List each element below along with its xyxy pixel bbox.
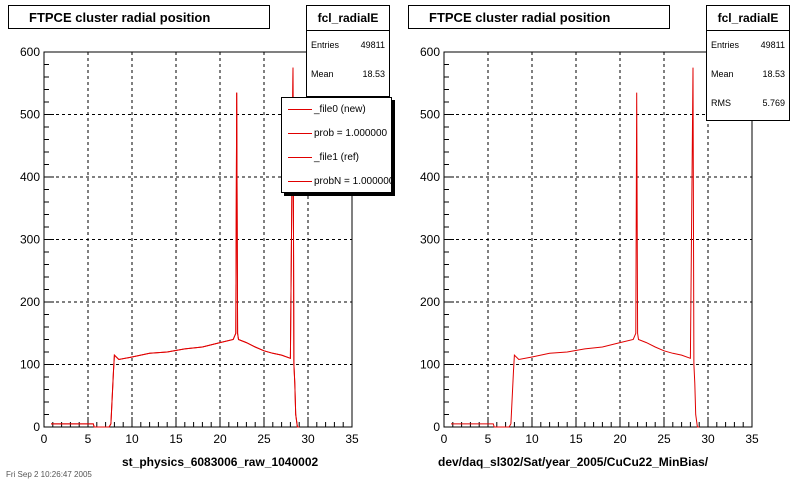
- right-x-tick-label: 5: [485, 432, 492, 446]
- legend-item: probN = 1.000000: [282, 170, 392, 192]
- left-plot-panel: 0 5 10 15 20 25 30 35 0 100 200 300 400 500 600 FTPCE …: [6, 5, 392, 479]
- legend-item: prob = 1.000000: [282, 122, 391, 146]
- right-x-tick-label: 20: [613, 432, 627, 446]
- left-stats-value: 49811: [360, 40, 385, 50]
- legend-box: _file0 (new) prob = 1.000000 _file1 (ref…: [281, 97, 392, 193]
- right-stats-box: fcl_radialE Entries 49811 Mean 18.53 RMS…: [706, 5, 790, 121]
- right-x-tick-label: 35: [745, 432, 759, 446]
- left-x-tick-label: 5: [85, 432, 92, 446]
- right-stats-value: 5.769: [762, 98, 785, 108]
- right-plot-frame: [443, 51, 753, 428]
- left-y-tick-label: 500: [20, 108, 40, 122]
- left-y-tick-label: 0: [33, 420, 40, 434]
- right-stats-value: 18.53: [762, 69, 785, 79]
- right-stats-name: fcl_radialE: [707, 6, 789, 31]
- right-histogram-plot: 0 5 10 15 20 25 30 35 0 100 200 300 400 500 600: [420, 45, 759, 446]
- left-x-axis-label: st_physics_6083006_raw_1040002: [122, 455, 319, 469]
- left-stats-key: Entries: [311, 40, 340, 50]
- right-stats-row-mean: Mean 18.53: [707, 60, 789, 89]
- right-y-tick-label: 0: [433, 420, 440, 434]
- legend-label: _file1 (ref): [314, 152, 360, 163]
- right-stats-row-entries: Entries 49811: [707, 31, 789, 60]
- left-stats-value: 18.53: [362, 69, 385, 79]
- left-y-tick-label: 400: [20, 170, 40, 184]
- left-x-tick-label: 25: [257, 432, 271, 446]
- right-stats-key: Mean: [711, 69, 734, 79]
- left-stats-name: fcl_radialE: [307, 6, 389, 31]
- right-x-tick-label: 10: [525, 432, 539, 446]
- left-stats-row-entries: Entries 49811: [307, 31, 389, 60]
- legend-item: _file1 (ref): [282, 146, 391, 170]
- right-y-tick-label: 400: [420, 170, 440, 184]
- legend-label: _file0 (new): [314, 104, 366, 115]
- right-y-tick-label: 300: [420, 233, 440, 247]
- left-y-tick-label: 100: [20, 358, 40, 372]
- left-x-tick-label: 10: [125, 432, 139, 446]
- right-x-tick-label: 0: [441, 432, 448, 446]
- left-stats-row-mean: Mean 18.53: [307, 60, 389, 89]
- left-x-tick-label: 20: [213, 432, 227, 446]
- footer-timestamp: Fri Sep 2 10:26:47 2005: [6, 470, 92, 479]
- legend-line-icon: [288, 133, 312, 134]
- right-stats-value: 49811: [760, 40, 785, 50]
- legend-line-icon: [288, 157, 312, 158]
- left-x-tick-label: 35: [345, 432, 359, 446]
- right-x-tick-label: 25: [657, 432, 671, 446]
- left-stats-key: Mean: [311, 69, 334, 79]
- right-x-tick-label: 30: [701, 432, 715, 446]
- left-stats-box: fcl_radialE Entries 49811 Mean 18.53: [306, 5, 390, 97]
- legend-line-icon: [288, 109, 312, 110]
- left-x-tick-label: 15: [169, 432, 183, 446]
- right-series-line-0: [451, 67, 700, 428]
- legend-line-icon: [288, 181, 312, 182]
- right-stats-row-rms: RMS 5.769: [707, 89, 789, 118]
- left-x-tick-label: 30: [301, 432, 315, 446]
- right-plot-panel: 0 5 10 15 20 25 30 35 0 100 200 300 400 500 600 FTPCE …: [400, 0, 800, 480]
- right-stats-key: RMS: [711, 98, 731, 108]
- right-y-tick-label: 200: [420, 295, 440, 309]
- right-stats-key: Entries: [711, 40, 740, 50]
- right-y-tick-label: 500: [420, 108, 440, 122]
- left-y-tick-label: 200: [20, 295, 40, 309]
- legend-item: _file0 (new): [282, 98, 391, 122]
- legend-label: prob = 1.000000: [314, 128, 388, 139]
- right-x-tick-label: 15: [569, 432, 583, 446]
- legend-label: probN = 1.000000: [314, 176, 392, 187]
- right-plot-title: FTPCE cluster radial position: [408, 5, 670, 29]
- right-x-axis-label: dev/daq_sl302/Sat/year_2005/CuCu22_MinBi…: [438, 455, 709, 469]
- left-x-tick-label: 0: [41, 432, 48, 446]
- left-series-line-1: [51, 67, 300, 428]
- left-y-tick-label: 300: [20, 233, 40, 247]
- right-y-tick-label: 100: [420, 358, 440, 372]
- right-y-tick-label: 600: [420, 45, 440, 59]
- left-y-tick-label: 600: [20, 45, 40, 59]
- left-plot-title: FTPCE cluster radial position: [8, 5, 270, 29]
